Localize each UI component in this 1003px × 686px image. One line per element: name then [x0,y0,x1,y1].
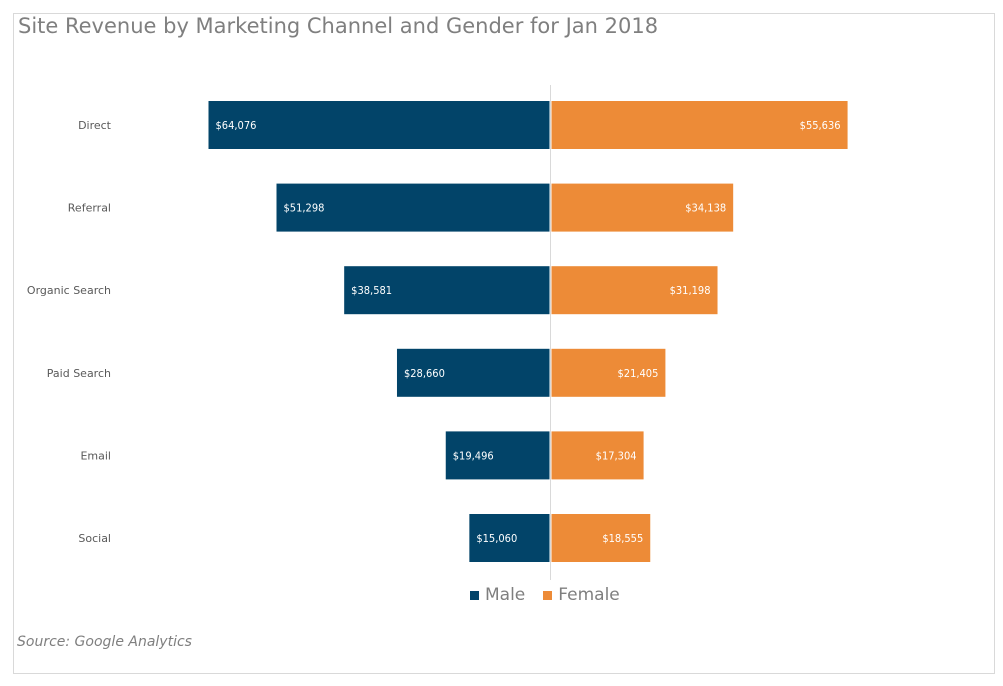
bar-label-female-paid-search: $21,405 [617,367,658,380]
chart-legend: Male Female [470,585,620,605]
legend-entry-female: Female [543,585,620,605]
bar-female-direct [551,101,848,149]
bar-label-male-email: $19,496 [453,449,494,462]
source-note: Source: Google Analytics [17,634,192,650]
bar-male-organic-search [344,266,550,315]
category-label-paid-search: Paid Search [47,367,111,380]
category-label-organic-search: Organic Search [27,284,111,297]
bar-label-male-paid-search: $28,660 [404,367,445,380]
category-label-referral: Referral [68,202,111,215]
legend-swatch-female [543,590,553,600]
bar-label-male-social: $15,060 [476,532,517,545]
bar-label-female-social: $18,555 [602,532,643,545]
bar-female-referral [551,183,734,232]
bar-female-organic-search [551,266,718,315]
legend-entry-male: Male [470,585,525,605]
bar-label-male-organic-search: $38,581 [351,284,392,297]
bar-label-male-referral: $51,298 [284,202,325,215]
bar-male-email [445,431,550,480]
category-label-email: Email [80,449,111,462]
bar-label-male-direct: $64,076 [216,119,257,132]
bar-male-referral [276,183,550,232]
chart-title: Site Revenue by Marketing Channel and Ge… [18,14,659,38]
category-label-social: Social [78,532,111,545]
legend-label-male: Male [485,585,526,605]
bar-female-email [551,431,644,480]
bar-female-social [551,514,651,562]
legend-swatch-male [470,590,479,600]
bar-label-female-direct: $55,636 [800,119,841,132]
bar-label-female-email: $17,304 [596,449,637,462]
bar-male-social [469,514,550,562]
legend-label-female: Female [558,585,620,605]
bar-male-direct [208,101,550,149]
bar-female-paid-search [551,348,666,397]
category-label-direct: Direct [78,119,112,132]
bar-male-paid-search [396,348,550,397]
bar-label-female-referral: $34,138 [685,202,726,215]
bar-label-female-organic-search: $31,198 [670,284,711,297]
